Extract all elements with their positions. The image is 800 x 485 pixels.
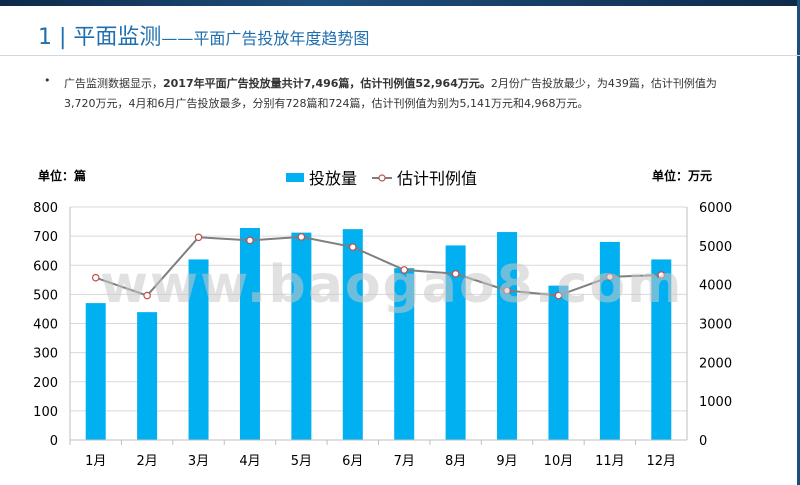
- x-tick-label: 2月: [136, 454, 157, 469]
- bar: [445, 245, 466, 440]
- bar: [599, 241, 620, 440]
- x-tick-label: 12月: [647, 454, 677, 469]
- line-point: [657, 271, 666, 279]
- bar: [291, 232, 312, 440]
- legend-swatch-bar: [286, 173, 304, 182]
- line-point: [400, 266, 409, 274]
- line-point: [606, 273, 614, 281]
- x-tick-label: 3月: [188, 454, 209, 469]
- bar: [548, 285, 569, 440]
- line-path: [95, 235, 662, 297]
- line-point: [297, 233, 306, 241]
- legend: 投放量 估计刊例值: [286, 169, 477, 188]
- line-point: [348, 243, 357, 251]
- bar: [651, 259, 672, 440]
- line-point: [554, 291, 563, 300]
- bar: [188, 259, 209, 440]
- grid-lines: [70, 206, 687, 441]
- x-tick-label: 7月: [394, 454, 415, 469]
- summary-bullet: •: [44, 74, 51, 87]
- y-right-tick-label: 5000: [699, 240, 732, 255]
- legend-label-line: 估计刊例值: [397, 169, 477, 188]
- x-tick-label: 5月: [291, 454, 312, 469]
- line-point: [143, 291, 151, 300]
- y-right-tick-label: 2000: [699, 356, 732, 371]
- line-point: [91, 273, 100, 282]
- bar: [394, 268, 415, 440]
- x-tick-label: 11月: [595, 454, 625, 469]
- bar-series: [85, 227, 672, 440]
- tick-labels: 0 100 200 300 400 500 600 700 800 0 1000 2000 3000 40…: [33, 168, 732, 469]
- bar: [342, 229, 363, 440]
- title-main: 1 | 平面监测: [38, 25, 162, 50]
- y-right-tick-label: 6000: [699, 201, 732, 216]
- x-tick-label: 9月: [496, 454, 517, 469]
- legend-label-bar: 投放量: [309, 169, 357, 188]
- summary-text-highlight: 2017年平面广告投放量共计7,496篇，估计刊例值52,964万元。: [163, 77, 491, 90]
- line-point: [451, 269, 460, 278]
- bar: [497, 232, 518, 440]
- x-tick-label: 4月: [239, 454, 260, 469]
- bar: [85, 303, 106, 440]
- y-left-tick-label: 500: [33, 288, 58, 303]
- y-left-tick-label: 0: [50, 434, 58, 449]
- x-tick-label: 10月: [544, 454, 574, 469]
- x-tick-label: 6月: [342, 454, 363, 469]
- y-left-unit-label: 单位：篇: [38, 168, 86, 183]
- title-divider: [0, 55, 800, 56]
- bar: [137, 312, 158, 440]
- y-left-tick-label: 200: [33, 376, 58, 391]
- summary-text-intro: 广告监测数据显示，: [64, 77, 163, 90]
- y-right-tick-label: 4000: [699, 279, 732, 294]
- summary-text-detail: 2月份广告投放最少，为439篇，估计刊例值为3,720万元，4月和6月广告投放最…: [64, 77, 717, 110]
- y-left-tick-label: 600: [33, 259, 58, 274]
- axes: [69, 207, 688, 445]
- bar: [239, 227, 260, 440]
- summary-paragraph: 广告监测数据显示，2017年平面广告投放量共计7,496篇，估计刊例值52,96…: [64, 74, 724, 114]
- legend-marker-line: [378, 174, 386, 182]
- x-tick-label: 1月: [85, 454, 106, 469]
- y-right-unit-label: 单位：万元: [652, 168, 712, 183]
- y-right-tick-label: 0: [699, 434, 707, 449]
- title-sub: ——平面广告投放年度趋势图: [161, 29, 370, 48]
- line-point: [246, 236, 254, 245]
- y-right-tick-label: 1000: [699, 395, 732, 410]
- y-left-tick-label: 400: [33, 318, 58, 333]
- y-left-tick-label: 800: [33, 201, 58, 216]
- top-banner: [0, 0, 800, 6]
- x-tick-label: 8月: [445, 454, 466, 469]
- y-left-tick-label: 300: [33, 347, 58, 362]
- y-left-tick-label: 700: [33, 230, 58, 245]
- line-point: [194, 233, 203, 242]
- line-series: [91, 233, 666, 300]
- y-right-tick-label: 3000: [699, 318, 732, 333]
- right-edge-bar: [797, 0, 800, 485]
- line-point: [503, 286, 511, 295]
- page-title: 1 | 平面监测——平面广告投放年度趋势图: [38, 19, 369, 51]
- y-left-tick-label: 100: [33, 405, 58, 420]
